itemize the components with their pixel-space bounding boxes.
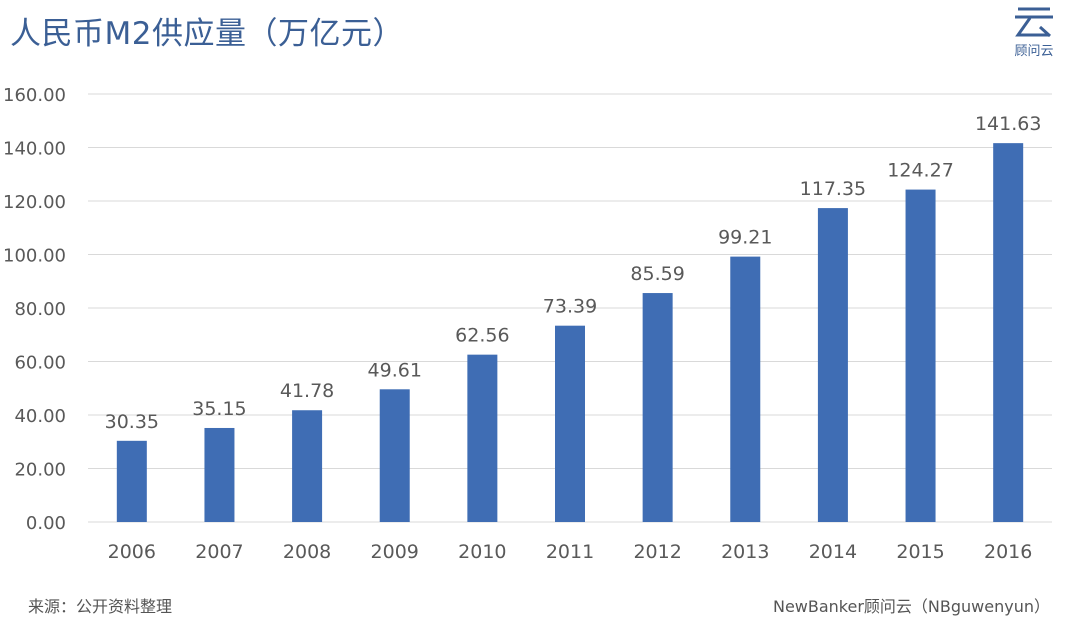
x-tick-label: 2014 bbox=[809, 541, 857, 563]
bar-2010 bbox=[467, 354, 498, 522]
x-tick-label: 2013 bbox=[721, 541, 769, 563]
value-label: 30.35 bbox=[105, 411, 159, 433]
x-tick-label: 2008 bbox=[283, 541, 331, 563]
x-tick-label: 2016 bbox=[984, 541, 1032, 563]
bars bbox=[116, 143, 1024, 522]
value-label: 35.15 bbox=[192, 398, 246, 420]
value-label: 99.21 bbox=[718, 227, 772, 249]
x-tick-label: 2007 bbox=[195, 541, 243, 563]
x-tick-label: 2012 bbox=[633, 541, 681, 563]
value-label: 85.59 bbox=[630, 263, 684, 285]
y-axis-ticks: 0.00 20.00 40.00 60.00 80.00 100.00 120.00 140.… bbox=[3, 85, 66, 534]
bar-2013 bbox=[730, 256, 761, 522]
y-tick-label: 140.00 bbox=[3, 139, 66, 160]
y-tick-label: 100.00 bbox=[3, 246, 66, 267]
value-label: 41.78 bbox=[280, 380, 334, 402]
credit-note: NewBanker顾问云（NBguwenyun） bbox=[772, 597, 1050, 616]
value-labels: 30.35 35.15 41.78 49.61 62.56 73.39 85.59 99.21… bbox=[105, 113, 1042, 433]
y-tick-label: 40.00 bbox=[14, 406, 66, 427]
value-label: 62.56 bbox=[455, 325, 509, 347]
x-tick-label: 2009 bbox=[371, 541, 419, 563]
bar-2014 bbox=[817, 208, 848, 522]
bar-2007 bbox=[204, 427, 235, 522]
bar-2009 bbox=[379, 389, 410, 522]
x-tick-label: 2006 bbox=[108, 541, 156, 563]
source-note: 来源：公开资料整理 bbox=[28, 597, 173, 616]
bar-2011 bbox=[555, 325, 585, 522]
value-label: 141.63 bbox=[975, 113, 1041, 135]
x-tick-label: 2015 bbox=[896, 541, 944, 563]
x-axis-ticks: 2006 2007 2008 2009 2010 2011 2012 2013 2014 2015… bbox=[108, 541, 1033, 563]
cloud-logo-icon bbox=[1015, 7, 1053, 38]
y-tick-label: 80.00 bbox=[14, 299, 66, 320]
bar-2012 bbox=[642, 293, 673, 522]
chart-title: 人民币M2供应量（万亿元） bbox=[10, 16, 404, 52]
bar-2008 bbox=[292, 410, 323, 522]
value-label: 117.35 bbox=[800, 178, 866, 200]
brand-logo: 顾问云 bbox=[1008, 4, 1060, 60]
bar-2015 bbox=[905, 189, 936, 522]
y-tick-label: 120.00 bbox=[3, 192, 66, 213]
bar-2016 bbox=[993, 143, 1024, 522]
y-tick-label: 60.00 bbox=[14, 353, 66, 374]
y-tick-label: 160.00 bbox=[3, 85, 66, 106]
x-tick-label: 2010 bbox=[458, 541, 506, 563]
y-tick-label: 0.00 bbox=[26, 513, 66, 534]
value-label: 124.27 bbox=[887, 160, 953, 182]
value-label: 73.39 bbox=[543, 296, 597, 318]
logo-text: 顾问云 bbox=[1014, 44, 1054, 59]
bar-2006 bbox=[116, 440, 147, 522]
y-tick-label: 20.00 bbox=[14, 460, 66, 481]
x-tick-label: 2011 bbox=[546, 541, 594, 563]
value-label: 49.61 bbox=[368, 359, 422, 381]
